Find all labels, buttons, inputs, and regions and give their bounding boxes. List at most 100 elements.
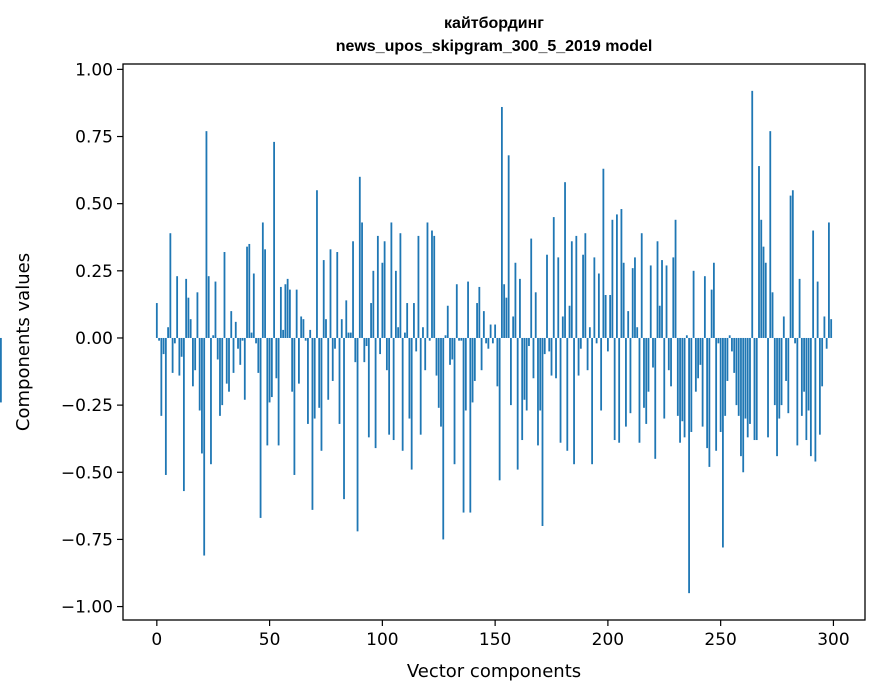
bar [291,337,294,392]
bar [426,222,429,338]
bar [688,337,690,594]
bar [397,327,400,338]
bar [510,337,512,406]
bar [778,337,781,419]
bar [277,337,280,446]
bar [722,337,724,548]
bar [370,303,372,338]
bar [769,131,772,338]
bar [476,303,478,338]
bar [625,337,627,427]
bar [800,337,803,416]
bar [564,182,566,338]
bar [661,260,663,338]
x-axis-label: Vector components [407,661,581,682]
bar [433,235,436,338]
bar [586,337,589,371]
bar [796,337,799,446]
bar [803,337,805,392]
bar [742,337,745,473]
bar [591,337,593,465]
bar [816,281,819,338]
bar [440,337,442,427]
bar [327,337,330,400]
bar [573,337,575,465]
bar [789,195,792,338]
bar [676,337,679,416]
bar [302,319,305,338]
bar [230,311,233,338]
bar [807,337,810,411]
bar [812,230,815,338]
bar [473,337,476,381]
bar [361,222,363,338]
bar [422,327,424,338]
bar [701,337,704,427]
y-tick-label: −0.25 [61,396,113,416]
bar [365,337,368,347]
bar [325,319,327,338]
bar [785,337,787,381]
bar [232,337,235,373]
bar [196,292,199,338]
bar [521,337,524,441]
bar [349,332,352,338]
bar [805,337,808,441]
bar [273,141,275,338]
bar [264,249,266,338]
bar [498,337,501,481]
bar [616,214,618,338]
bar [597,273,600,338]
bar [767,337,769,438]
bar [408,337,411,419]
bar [155,303,158,338]
bar [451,337,454,360]
bar [489,324,492,338]
bar [178,337,181,376]
bar [733,337,736,373]
bar [541,337,544,526]
bar [383,241,386,338]
bar [185,278,188,338]
bar [487,337,490,349]
bar [182,337,185,492]
bar [519,278,521,338]
bar [257,337,260,373]
bar [505,297,508,338]
bar [241,337,244,341]
bar [298,337,300,384]
bar [363,337,366,363]
bar [340,319,343,338]
bar [376,235,379,338]
bar [286,278,289,338]
bar [482,311,485,338]
bar [385,337,388,371]
bar [782,316,785,338]
bar [458,337,460,341]
bar [647,337,650,392]
bar [749,337,751,424]
bar [631,268,634,338]
y-tick-label: 0.75 [75,128,113,148]
bar [764,262,767,338]
bar [737,337,740,416]
bar [503,284,506,338]
bar [219,337,221,416]
bar [293,337,296,475]
chart-title: кайтбординг [444,15,544,32]
bar [453,337,456,465]
bar [735,337,738,406]
y-tick-label: 0.25 [75,262,113,282]
bar [703,276,706,338]
bar [410,337,413,470]
bar [252,273,255,338]
y-tick-label: −0.50 [61,463,113,483]
bar [322,260,325,338]
bar [715,337,718,451]
bar [638,337,641,443]
bar [367,337,370,438]
bar [776,337,778,457]
bar [0,337,2,403]
bar [173,337,176,344]
